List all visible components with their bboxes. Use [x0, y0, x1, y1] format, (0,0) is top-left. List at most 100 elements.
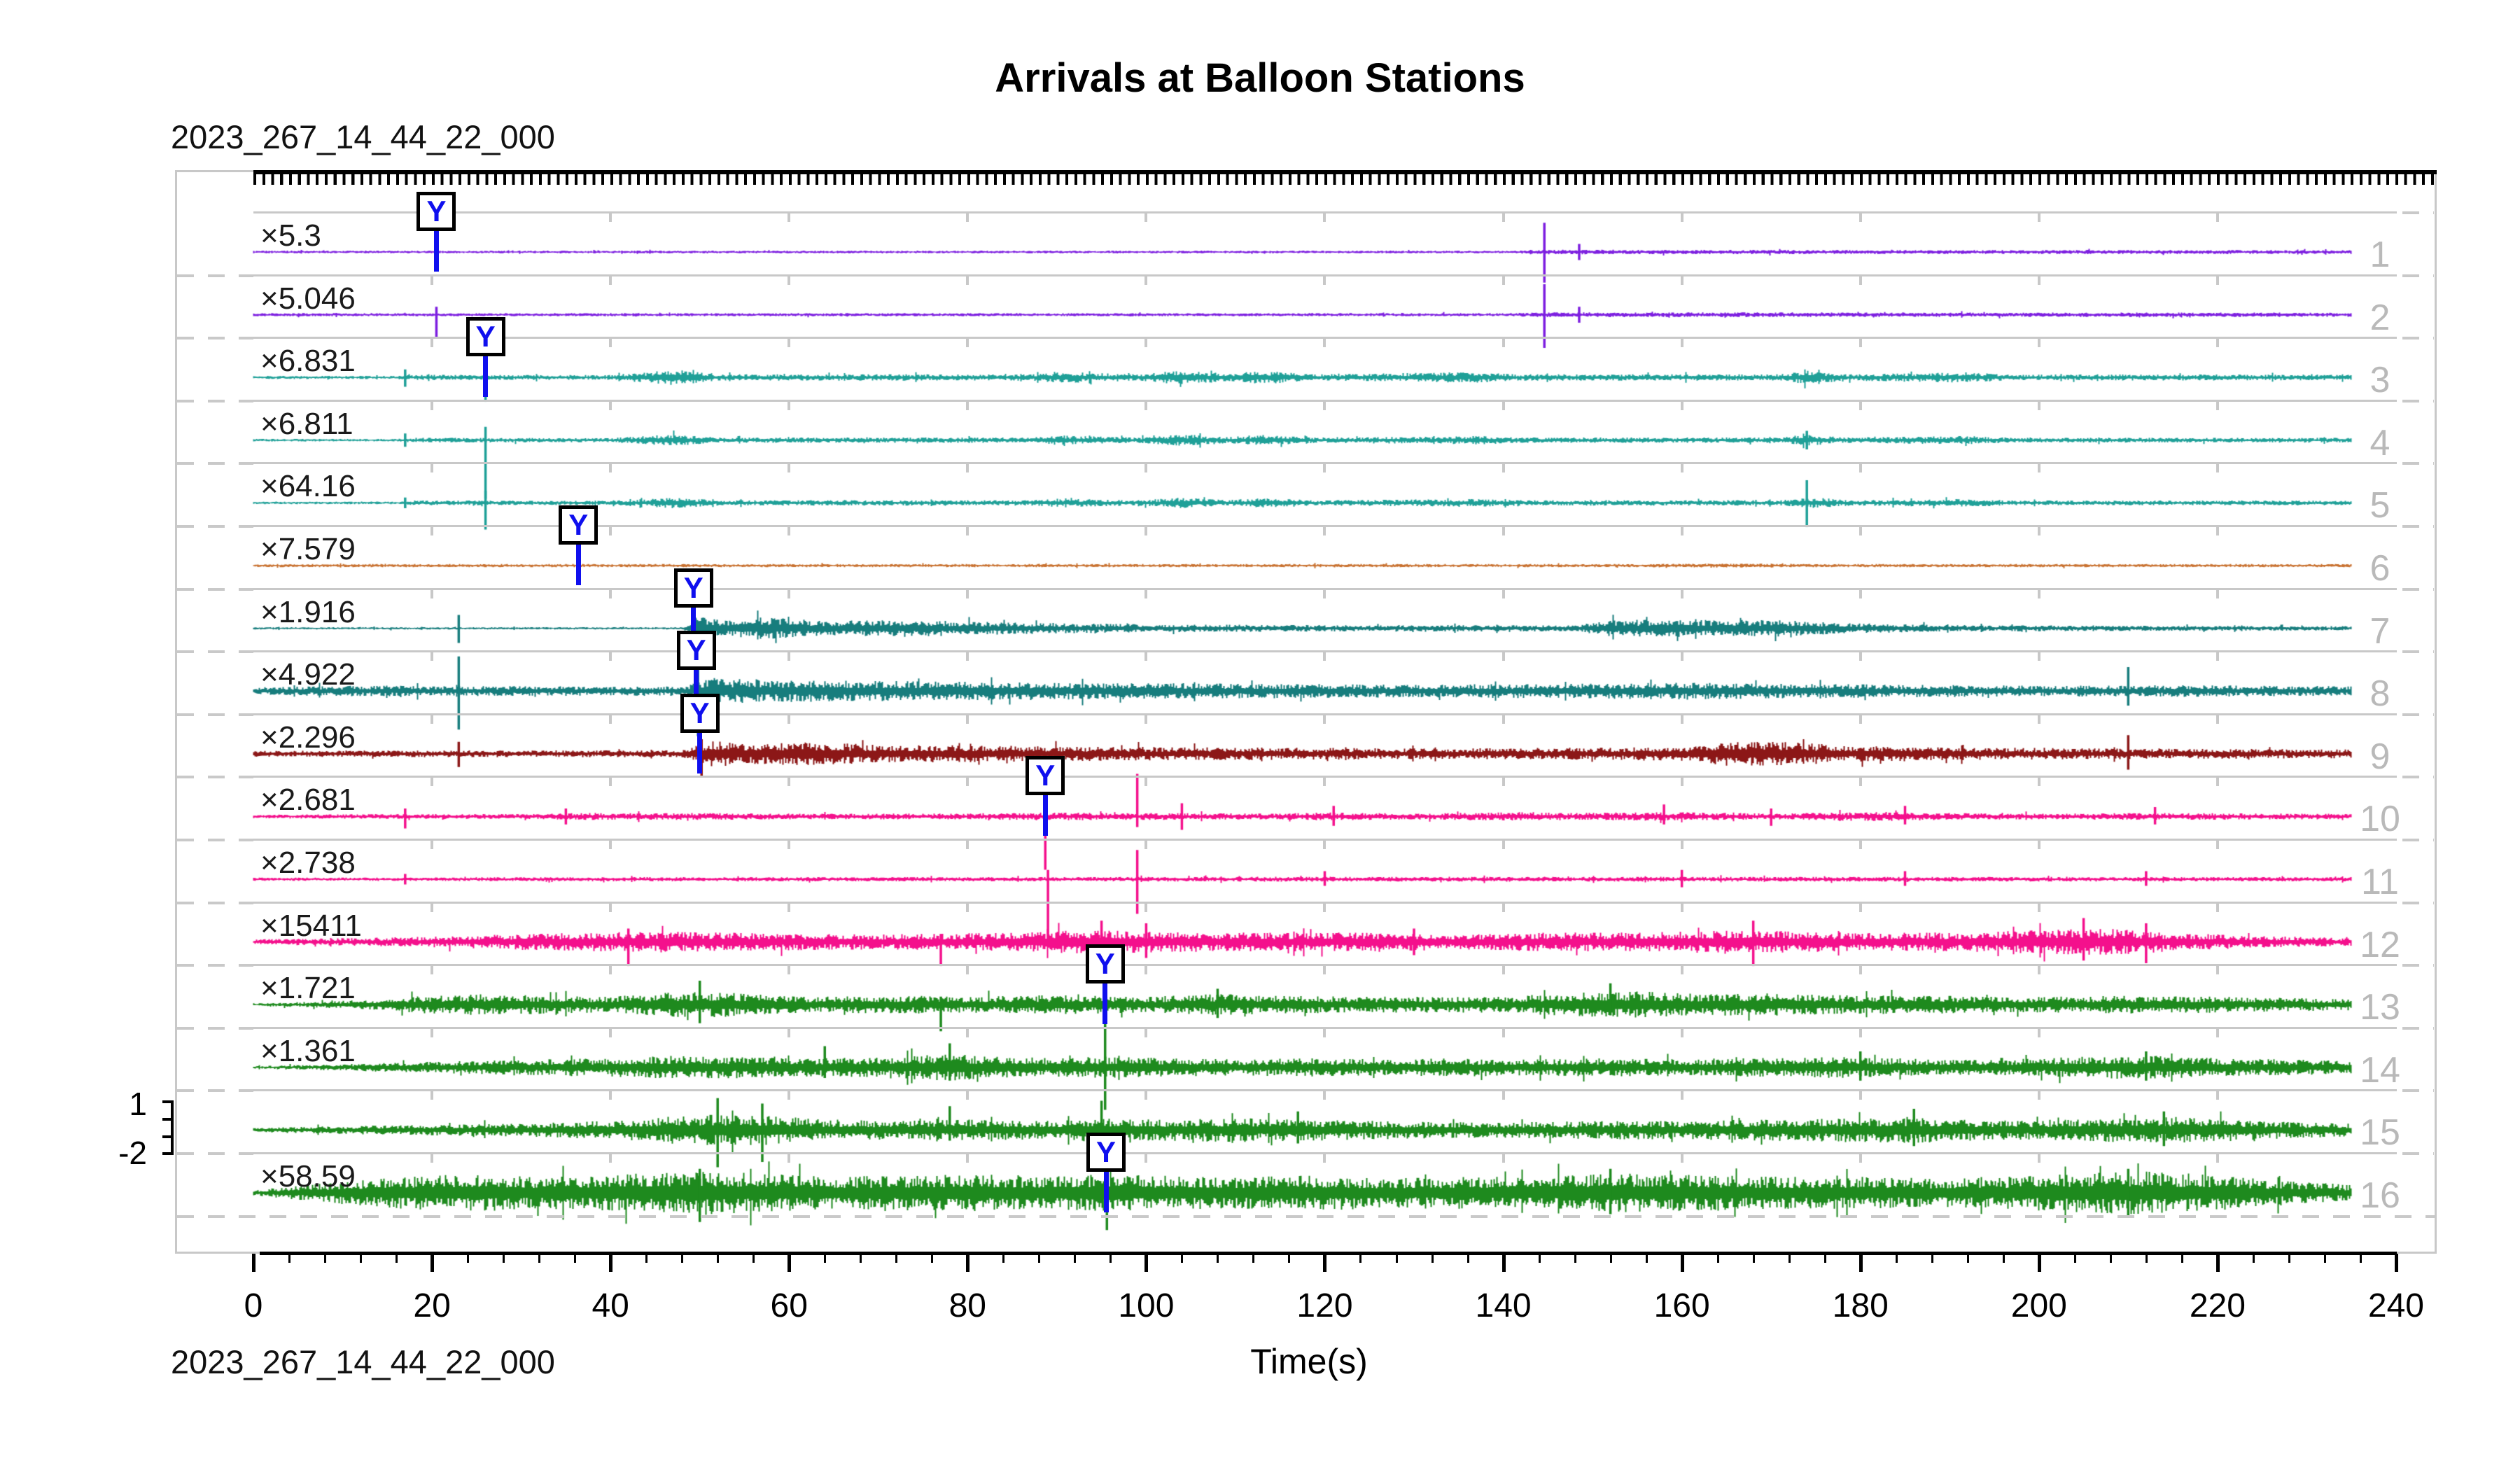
- row-boundary-line: [253, 525, 2397, 527]
- pick-marker-line: [694, 668, 699, 711]
- row-boundary-grid-tick: [609, 966, 612, 975]
- amp-scale-tick-3: [162, 1135, 172, 1138]
- row-boundary-grid-tick: [2037, 715, 2040, 724]
- x-axis-major-tick: [2216, 1254, 2220, 1272]
- pick-marker-line: [575, 543, 581, 585]
- pick-marker[interactable]: Y: [680, 693, 720, 733]
- row-boundary-grid-tick: [1502, 276, 1505, 285]
- pick-marker[interactable]: Y: [1026, 756, 1065, 796]
- row-boundary-grid-tick: [966, 401, 969, 410]
- row-boundary-line: [253, 650, 2397, 653]
- row-boundary-dash-left: [177, 901, 253, 904]
- row-boundary-grid-tick: [966, 652, 969, 662]
- row-boundary-dash-right: [2402, 713, 2434, 716]
- x-axis-tick-label: 240: [2367, 1287, 2424, 1324]
- x-axis-minor-tick: [288, 1254, 291, 1263]
- trace-scale-label: ×7.579: [260, 532, 356, 566]
- row-boundary-dash-right: [2402, 1089, 2434, 1093]
- x-axis-minor-tick: [467, 1254, 470, 1263]
- row-boundary-grid-tick: [2216, 841, 2219, 849]
- x-axis-tick-label: 80: [948, 1287, 986, 1324]
- pick-marker[interactable]: Y: [1086, 1133, 1126, 1172]
- row-boundary-grid-tick: [2216, 778, 2219, 787]
- row-boundary-grid-tick: [2037, 339, 2040, 348]
- row-boundary-grid-tick: [2216, 527, 2219, 536]
- row-boundary-grid-tick: [430, 464, 434, 473]
- row-boundary-line: [253, 964, 2397, 967]
- row-boundary-grid-tick: [1144, 778, 1148, 787]
- x-axis-minor-tick: [2145, 1254, 2148, 1263]
- row-boundary-line: [253, 211, 2397, 214]
- row-boundary-grid-tick: [609, 464, 612, 473]
- amp-scale-bracket-line: [171, 1100, 174, 1155]
- row-boundary-grid-tick: [2037, 841, 2040, 849]
- row-boundary-grid-tick: [1680, 339, 1684, 348]
- row-boundary-grid-tick: [966, 841, 969, 849]
- row-boundary-grid-tick: [2037, 652, 2040, 662]
- pick-marker-line: [433, 230, 439, 272]
- row-boundary-grid-tick: [1144, 1028, 1148, 1037]
- row-boundary-dash-left: [177, 776, 253, 779]
- row-boundary-grid-tick: [2037, 464, 2040, 473]
- row-boundary-grid-tick: [1858, 966, 1862, 975]
- row-boundary-grid-tick: [1323, 589, 1326, 598]
- row-boundary-grid-tick: [1323, 527, 1326, 536]
- row-boundary-grid-tick: [2037, 966, 2040, 975]
- x-axis-minor-tick: [2359, 1254, 2362, 1263]
- row-boundary-grid-tick: [788, 339, 791, 348]
- row-boundary-grid-tick: [430, 1091, 434, 1100]
- row-boundary-grid-tick: [966, 589, 969, 598]
- row-boundary-line: [253, 839, 2397, 841]
- row-boundary-dash-right: [2402, 587, 2434, 591]
- trace-scale-label: ×5.3: [260, 218, 321, 253]
- pick-marker-y-glyph: Y: [1095, 947, 1115, 981]
- row-boundary-grid-tick: [966, 778, 969, 787]
- pick-marker[interactable]: Y: [416, 192, 456, 231]
- row-boundary-grid-tick: [2037, 401, 2040, 410]
- row-boundary-dash-left: [177, 1152, 253, 1155]
- trace-scale-label: ×58.59: [260, 1159, 356, 1194]
- x-axis-tick-label: 120: [1296, 1287, 1353, 1324]
- x-axis-minor-tick: [503, 1254, 505, 1263]
- trace-scale-label: ×1.916: [260, 594, 356, 629]
- row-boundary-grid-tick: [1858, 276, 1862, 285]
- x-axis-minor-tick: [1609, 1254, 1612, 1263]
- trace-row-number: 12: [2360, 924, 2400, 965]
- pick-marker-y-glyph: Y: [683, 570, 704, 604]
- row-boundary-grid-tick: [788, 276, 791, 285]
- row-boundary-grid-tick: [1502, 339, 1505, 348]
- trace-row-number: 9: [2370, 736, 2390, 777]
- row-boundary-grid-tick: [1502, 715, 1505, 724]
- row-boundary-grid-tick: [788, 903, 791, 912]
- row-boundary-grid-tick: [1323, 841, 1326, 849]
- x-axis-tick-label: 40: [592, 1287, 629, 1324]
- row-boundary-grid-tick: [1680, 1154, 1684, 1163]
- trace-row-number: 1: [2370, 234, 2390, 275]
- x-axis-minor-tick: [860, 1254, 862, 1263]
- x-axis-tick-label: 200: [2010, 1287, 2067, 1324]
- pick-marker[interactable]: Y: [673, 568, 713, 608]
- x-axis-minor-tick: [1788, 1254, 1791, 1263]
- row-boundary-grid-tick: [1144, 527, 1148, 536]
- row-boundary-grid-tick: [430, 589, 434, 598]
- row-boundary-dash-right: [2402, 462, 2434, 465]
- row-boundary-grid-tick: [788, 527, 791, 536]
- pick-marker[interactable]: Y: [559, 505, 598, 545]
- x-axis-minor-tick: [2252, 1254, 2255, 1263]
- x-axis-major-tick: [1502, 1254, 1506, 1272]
- row-boundary-grid-tick: [609, 841, 612, 849]
- row-boundary-grid-tick: [1858, 464, 1862, 473]
- row-boundary-grid-tick: [430, 966, 434, 975]
- row-boundary-grid-tick: [966, 1028, 969, 1037]
- trace-row-number: 13: [2360, 987, 2400, 1028]
- row-boundary-grid-tick: [788, 214, 791, 222]
- row-boundary-grid-tick: [1502, 1091, 1505, 1100]
- row-boundary-grid-tick: [966, 1154, 969, 1163]
- row-boundary-grid-tick: [2216, 214, 2219, 222]
- pick-marker[interactable]: Y: [676, 631, 716, 671]
- x-axis-minor-tick: [360, 1254, 363, 1263]
- pick-marker[interactable]: Y: [465, 317, 505, 357]
- x-axis-minor-tick: [1931, 1254, 1933, 1263]
- pick-marker[interactable]: Y: [1085, 944, 1125, 984]
